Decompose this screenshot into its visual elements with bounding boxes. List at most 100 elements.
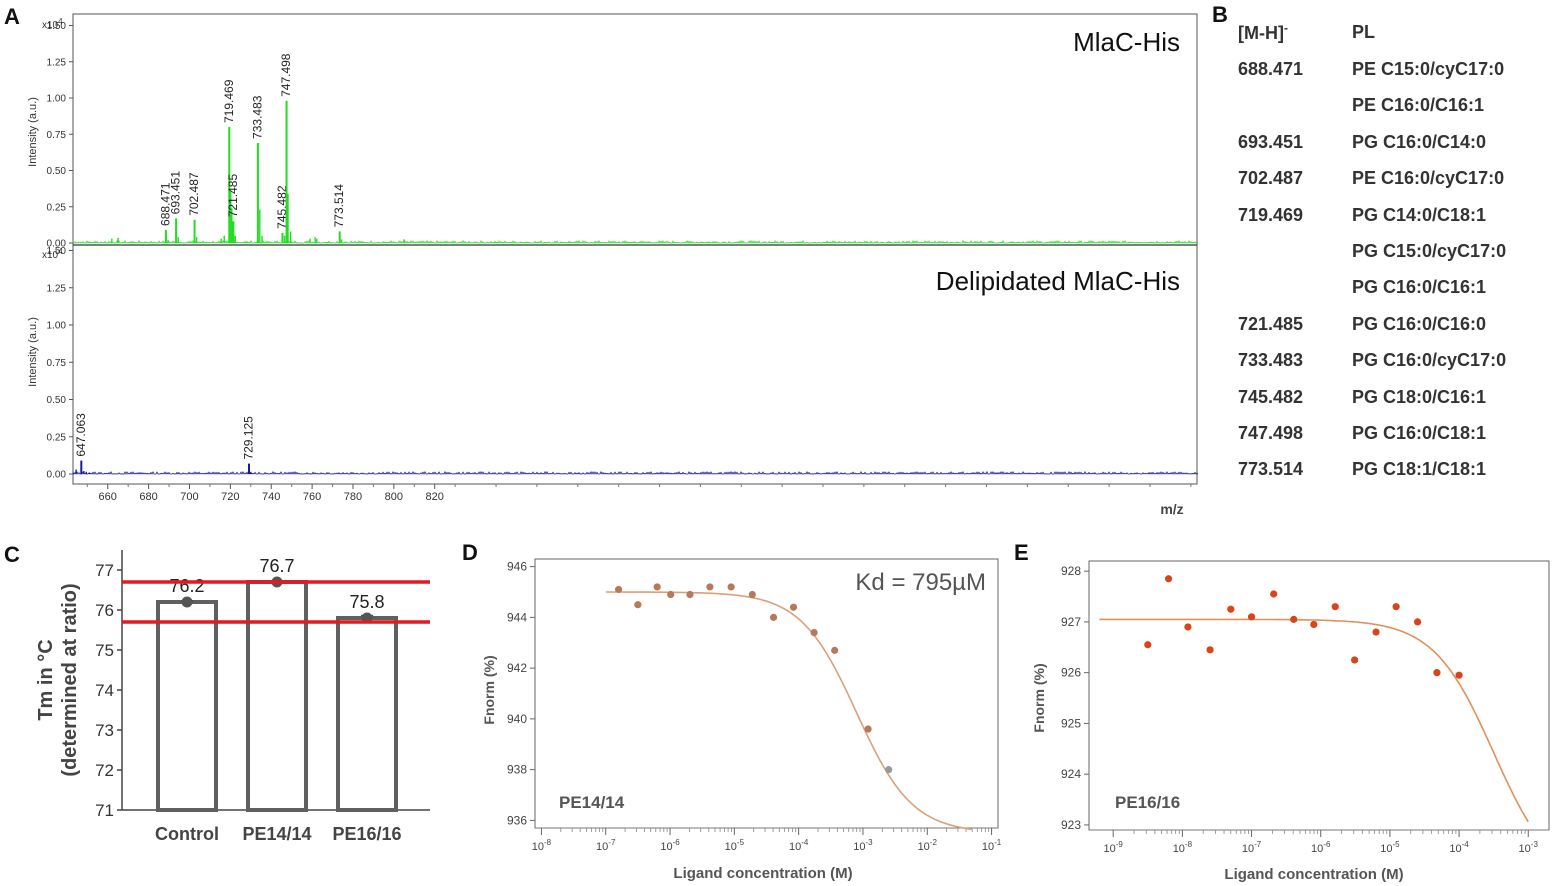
d-xtick-exp: -8 [544,838,552,847]
e-data-point [1455,671,1463,679]
e-xtick-label: 10-8 [1173,840,1193,855]
e-data-point [1413,618,1422,626]
ms-xtick-label: 800 [385,491,403,503]
c-ytick-label: 71 [95,801,114,820]
table-cell-pl: PG C16:0/C16:1 [1352,277,1487,298]
ms-peak-label: 693.451 [169,171,183,215]
ms-peak-label: 773.514 [332,184,346,228]
c-ytick-label: 77 [95,561,114,580]
e-xtick-base: 10 [1173,843,1185,855]
e-sample-label: PE16/16 [1115,793,1180,812]
e-data-point [1392,603,1400,611]
d-xtick-base: 10 [532,841,544,853]
e-ytick-label: 925 [1061,716,1081,730]
e-xtick-label: 10-4 [1449,840,1469,855]
table-cell-pl: PG C16:0/cyC17:0 [1352,350,1507,371]
e-xtick-base: 10 [1449,843,1461,855]
ms-peak-label: 688.471 [158,182,172,226]
e-data-point [1164,575,1173,583]
ms-xtick-label: 680 [139,491,157,503]
e-data-point [1144,641,1152,649]
e-ytick-label: 923 [1061,818,1081,832]
ms-bottom-ylabel: Intensity (a.u.) [27,317,39,387]
d-xlabel: Ligand concentration (M) [673,865,852,882]
table-cell-pl: PG C14:0/C18:1 [1352,204,1487,225]
e-xtick-label: 10-6 [1311,840,1331,855]
d-xtick-base: 10 [789,841,801,853]
d-xtick-base: 10 [596,841,608,853]
e-xlabel: Ligand concentration (M) [1224,866,1403,883]
d-xtick-exp: -5 [737,838,745,847]
ms-ytick-label: 1.00 [47,94,67,105]
ms-peak-label: 747.498 [279,53,293,97]
table-cell-mz: 719.469 [1238,204,1304,225]
c-ytick-label: 74 [95,681,114,700]
e-data-point [1227,605,1235,613]
e-xtick-base: 10 [1242,843,1254,855]
ms-xtick-label: 700 [180,491,198,503]
ms-ytick-label: 1.50 [47,246,67,257]
ms-ytick-label: 0.25 [47,432,67,443]
ms-axes: 0.000.250.500.751.001.251.500.000.250.50… [47,21,1192,503]
e-xtick-base: 10 [1104,843,1116,855]
d-xtick-label: 10-3 [853,838,873,853]
ms-frame [72,13,1198,485]
ms-ytick-label: 0.75 [47,358,67,369]
d-ytick-label: 940 [507,712,527,726]
d-data-point [831,646,839,654]
ms-peak-label: 733.483 [250,95,264,139]
d-xtick-exp: -4 [801,838,809,847]
table-cell-mz: 693.451 [1238,131,1304,152]
d-xtick-base: 10 [853,841,865,853]
d-xtick-label: 10-4 [789,838,809,853]
e-xtick-label: 10-7 [1242,840,1262,855]
d-xtick-exp: -7 [608,838,616,847]
table-cell-pl: PE C16:0/cyC17:0 [1352,168,1505,189]
e-data-point [1184,623,1192,631]
d-ytick-label: 942 [507,661,527,675]
e-xtick-base: 10 [1380,843,1392,855]
d-data-point [769,613,778,621]
table-cell-pl: PG C18:1/C18:1 [1352,459,1487,480]
ms-baseline [72,470,1199,475]
e-fit-curve [1099,618,1529,823]
e-ytick-label: 927 [1061,615,1081,629]
table-cell-mz: 702.487 [1238,168,1304,189]
d-data-point [634,601,642,609]
table-cell-pl: PG C16:0/C16:0 [1352,313,1487,334]
d-data-point [706,583,714,591]
d-data-point [748,590,756,599]
d-xtick-exp: -2 [930,838,938,847]
d-xtick-base: 10 [918,841,930,853]
e-data-point [1270,590,1278,598]
ms-top-ylabel: Intensity (a.u.) [27,97,39,167]
panel-label-b: B [1212,2,1228,27]
ms-peak-label: 721.485 [226,174,240,218]
panel-label-d: D [462,540,478,565]
table-cell-pl: PG C16:0/C18:1 [1352,423,1487,443]
e-ytick-label: 924 [1061,767,1081,781]
e-xtick-exp: -3 [1531,840,1539,849]
ms-ytick-label: 0.75 [47,130,67,141]
ms-ytick-label: 1.50 [47,21,67,32]
d-xtick-label: 10-6 [660,838,680,853]
d-ytick-label: 936 [507,813,527,827]
e-data-point [1351,656,1359,664]
e-xtick-label: 10-9 [1104,840,1124,855]
e-xtick-exp: -9 [1116,840,1124,849]
table-header-mz: [M-H]- [1238,21,1288,43]
d-xtick-label: 10-5 [725,838,745,853]
c-value-label: 75.8 [349,592,384,612]
e-xtick-exp: -5 [1392,840,1400,849]
c-value-label: 76.7 [259,556,294,576]
ms-xtick-label: 780 [344,491,362,503]
c-category-label: Control [155,824,219,844]
e-frame [1088,560,1550,831]
e-data-point [1247,613,1256,621]
ms-ytick-label: 1.00 [47,321,67,332]
ms-bottom-spectrum: 647.063 729.125 [72,413,1199,475]
